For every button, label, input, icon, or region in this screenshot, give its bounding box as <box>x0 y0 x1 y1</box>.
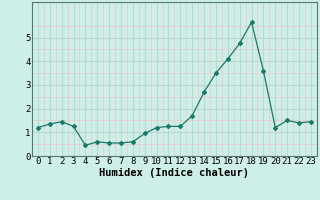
X-axis label: Humidex (Indice chaleur): Humidex (Indice chaleur) <box>100 168 249 178</box>
